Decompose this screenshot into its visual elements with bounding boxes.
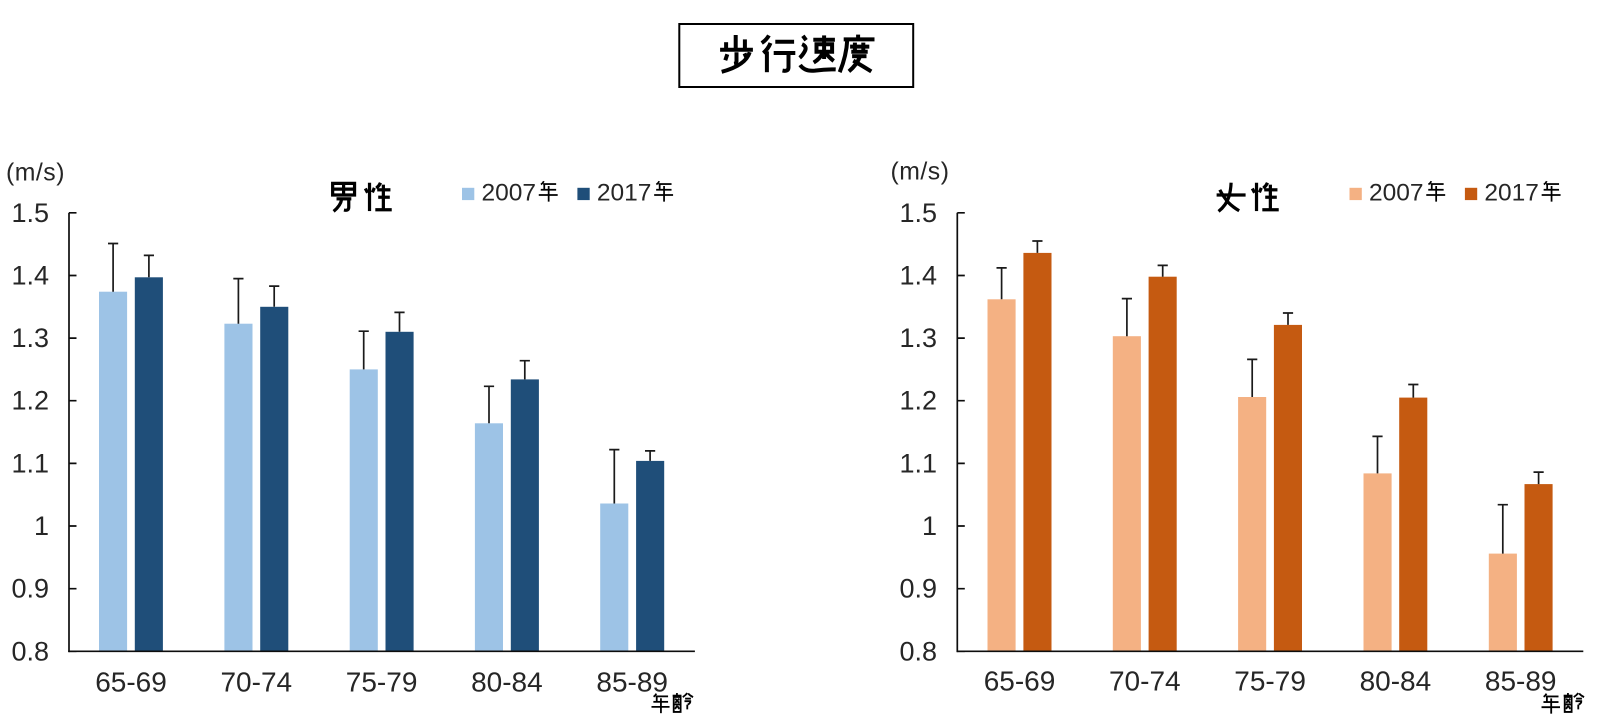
svg-text:1: 1 xyxy=(922,511,937,541)
svg-text:1.3: 1.3 xyxy=(899,323,937,353)
svg-text:0.8: 0.8 xyxy=(899,636,937,666)
svg-text:1.1: 1.1 xyxy=(899,448,937,478)
svg-text:1.5: 1.5 xyxy=(899,198,937,228)
svg-text:65-69: 65-69 xyxy=(984,665,1056,696)
svg-text:70-74: 70-74 xyxy=(1109,665,1181,696)
svg-text:70-74: 70-74 xyxy=(220,666,292,697)
svg-text:2007: 2007 xyxy=(482,180,537,207)
svg-text:0.9: 0.9 xyxy=(899,574,937,604)
svg-text:80-84: 80-84 xyxy=(471,666,543,697)
svg-text:75-79: 75-79 xyxy=(1234,665,1306,696)
svg-text:1.4: 1.4 xyxy=(11,261,49,291)
svg-text:1.2: 1.2 xyxy=(899,386,937,416)
svg-text:1.2: 1.2 xyxy=(11,386,49,416)
svg-text:0.9: 0.9 xyxy=(11,574,49,604)
svg-text:(m/s): (m/s) xyxy=(891,159,950,186)
svg-text:75-79: 75-79 xyxy=(346,666,418,697)
svg-text:0.8: 0.8 xyxy=(11,636,49,666)
svg-text:1.5: 1.5 xyxy=(11,198,49,228)
svg-text:85-89: 85-89 xyxy=(596,666,668,697)
svg-text:1.4: 1.4 xyxy=(899,261,937,291)
svg-text:(m/s): (m/s) xyxy=(6,160,65,187)
svg-text:2017: 2017 xyxy=(597,180,652,207)
svg-text:1.1: 1.1 xyxy=(11,448,49,478)
svg-text:2007: 2007 xyxy=(1369,180,1424,207)
svg-text:1.3: 1.3 xyxy=(11,323,49,353)
svg-text:1: 1 xyxy=(34,511,49,541)
svg-text:85-89: 85-89 xyxy=(1485,665,1557,696)
svg-text:65-69: 65-69 xyxy=(95,666,167,697)
svg-text:80-84: 80-84 xyxy=(1360,665,1432,696)
svg-text:2017: 2017 xyxy=(1484,180,1539,207)
